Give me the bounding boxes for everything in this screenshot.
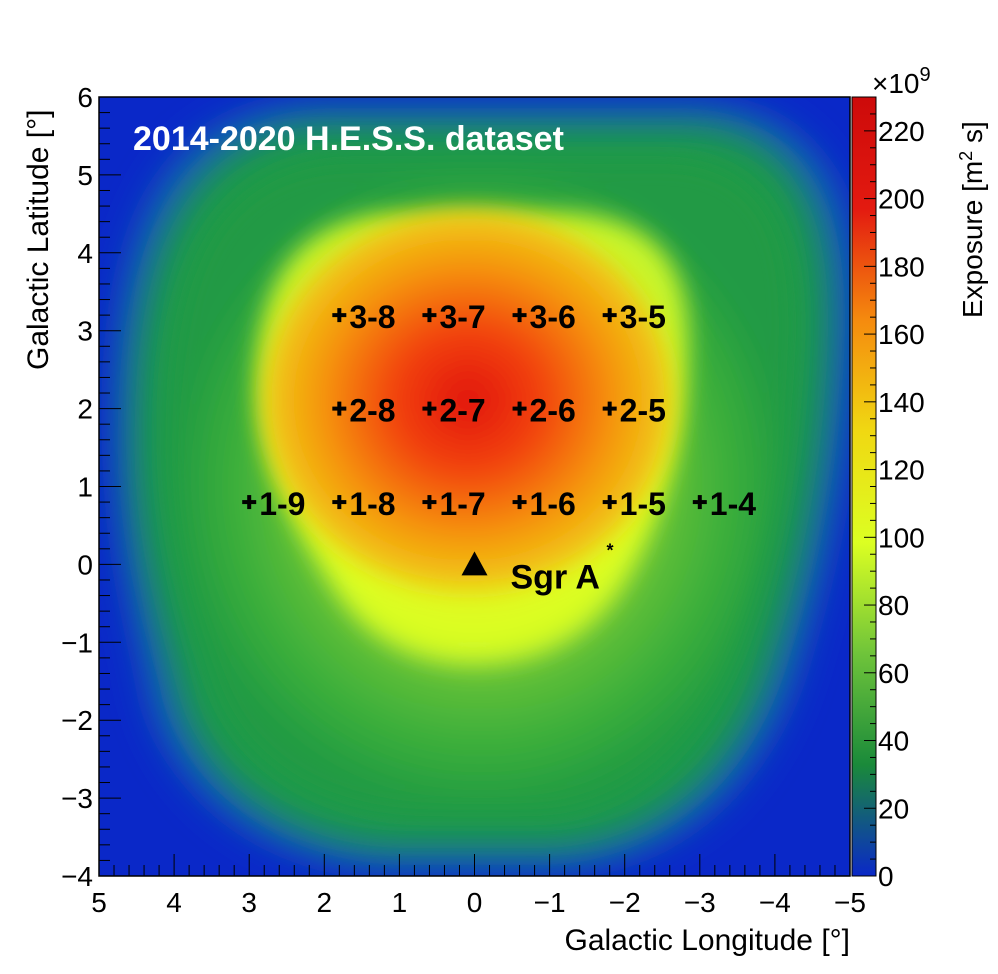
- pointing-1-5: 1-5: [602, 486, 666, 522]
- heatmap-orange-red: [263, 210, 673, 590]
- y-tick-label: −2: [61, 705, 93, 736]
- colorbar-tick-label: 120: [878, 455, 925, 486]
- pointing-2-7: 2-7: [422, 393, 486, 429]
- pointing-label: 1-7: [439, 486, 485, 522]
- y-tick-label: 6: [77, 82, 93, 113]
- x-tick-label: −2: [609, 887, 641, 918]
- colorbar-tick-label: 0: [878, 861, 894, 892]
- pointing-3-5: 3-5: [602, 299, 666, 335]
- y-tick-label: 5: [77, 160, 93, 191]
- pointing-label: 3-5: [620, 299, 666, 335]
- x-axis-tick-labels: 5 4 3 2 1 0 −1 −2 −3 −4 −5: [91, 887, 866, 918]
- colorbar-label-main: Exposure [m: [957, 161, 988, 318]
- x-axis-label: Galactic Longitude [°]: [565, 924, 851, 957]
- source-marker-group: Sgr A *: [461, 540, 614, 596]
- x-tick-label: −1: [534, 887, 566, 918]
- pointing-2-5: 2-5: [602, 393, 666, 429]
- y-axis-tick-labels: −4 −3 −2 −1 0 1 2 3 4 5 6: [61, 82, 93, 892]
- colorbar-tick-label: 220: [878, 116, 925, 147]
- colorbar-tick-label: 40: [878, 726, 909, 757]
- colorbar-ticks: [864, 96, 876, 877]
- colorbar-tick-label: 140: [878, 387, 925, 418]
- colorbar-tick-label: 20: [878, 793, 909, 824]
- x-tick-label: 4: [166, 887, 182, 918]
- x-tick-label: 2: [317, 887, 333, 918]
- sgr-a-marker: [461, 551, 488, 576]
- chart-title: 2014-2020 H.E.S.S. dataset: [133, 120, 564, 158]
- y-tick-label: −3: [61, 783, 93, 814]
- pointing-label: 2-5: [620, 393, 666, 429]
- colorbar-tick-label: 60: [878, 658, 909, 689]
- sgr-a-label: Sgr A: [511, 558, 600, 596]
- colorbar-multiplier: ×109: [872, 64, 931, 99]
- y-tick-label: 3: [77, 316, 93, 347]
- pointing-1-8: 1-8: [332, 486, 396, 522]
- heatmap: [99, 97, 850, 876]
- colorbar-tick-label: 160: [878, 319, 925, 350]
- sgr-a-superscript: *: [607, 540, 614, 560]
- exposure-core: [263, 210, 673, 590]
- pointing-label: 1-6: [530, 486, 576, 522]
- colorbar-multiplier-exp: 9: [920, 64, 931, 86]
- x-tick-label: 1: [392, 887, 408, 918]
- y-tick-label: 4: [77, 238, 93, 269]
- colorbar-label-end: s]: [957, 121, 988, 151]
- pointing-3-8: 3-8: [332, 299, 396, 335]
- y-tick-label: −4: [61, 861, 93, 892]
- x-tick-label: −4: [759, 887, 791, 918]
- pointing-label: 1-8: [349, 486, 395, 522]
- pointing-label: 3-8: [349, 299, 395, 335]
- colorbar-tick-label: 100: [878, 522, 925, 553]
- pointing-label: 3-6: [530, 299, 576, 335]
- colorbar-tick-label: 180: [878, 251, 925, 282]
- pointing-markers: 3-8 3-7 3-6 3-5 2-8 2-7 2-6 2-5 1-9 1-8 1-7 1-6 1-5 1…: [242, 299, 756, 522]
- x-tick-label: 3: [241, 887, 257, 918]
- pointing-2-6: 2-6: [512, 393, 576, 429]
- y-axis-label: Galactic Latitude [°]: [22, 110, 55, 370]
- pointing-label: 2-6: [530, 393, 576, 429]
- pointing-label: 1-9: [259, 486, 305, 522]
- pointing-label: 1-4: [710, 486, 756, 522]
- pointing-2-8: 2-8: [332, 393, 396, 429]
- pointing-1-6: 1-6: [512, 486, 576, 522]
- x-tick-label: 0: [467, 887, 483, 918]
- colorbar: 0 20 40 60 80 100 120 140 160 180 200 220 ×109 Expo…: [851, 64, 988, 892]
- y-tick-label: 2: [77, 394, 93, 425]
- pointing-label: 2-8: [349, 393, 395, 429]
- colorbar-tick-label: 80: [878, 590, 909, 621]
- y-tick-label: 1: [77, 472, 93, 503]
- pointing-1-7: 1-7: [422, 486, 486, 522]
- x-tick-label: −3: [684, 887, 716, 918]
- colorbar-tick-label: 200: [878, 184, 925, 215]
- pointing-1-4: 1-4: [692, 486, 756, 522]
- colorbar-label-sup: 2: [956, 151, 976, 161]
- x-tick-label: 5: [91, 887, 107, 918]
- x-tick-label: −5: [834, 887, 866, 918]
- colorbar-label: Exposure [m2 s]: [956, 121, 988, 318]
- pointing-label: 2-7: [439, 393, 485, 429]
- pointing-1-9: 1-9: [242, 486, 305, 522]
- pointing-3-6: 3-6: [512, 299, 576, 335]
- pointing-label: 3-7: [439, 299, 485, 335]
- pointing-label: 1-5: [620, 486, 666, 522]
- x-axis-ticks: [98, 854, 851, 876]
- y-axis-ticks: [99, 96, 121, 877]
- colorbar-tick-labels: 0 20 40 60 80 100 120 140 160 180 200 220: [878, 116, 925, 892]
- pointing-3-7: 3-7: [422, 299, 486, 335]
- y-tick-label: −1: [61, 627, 93, 658]
- colorbar-multiplier-base: ×10: [872, 68, 920, 99]
- y-tick-label: 0: [77, 549, 93, 580]
